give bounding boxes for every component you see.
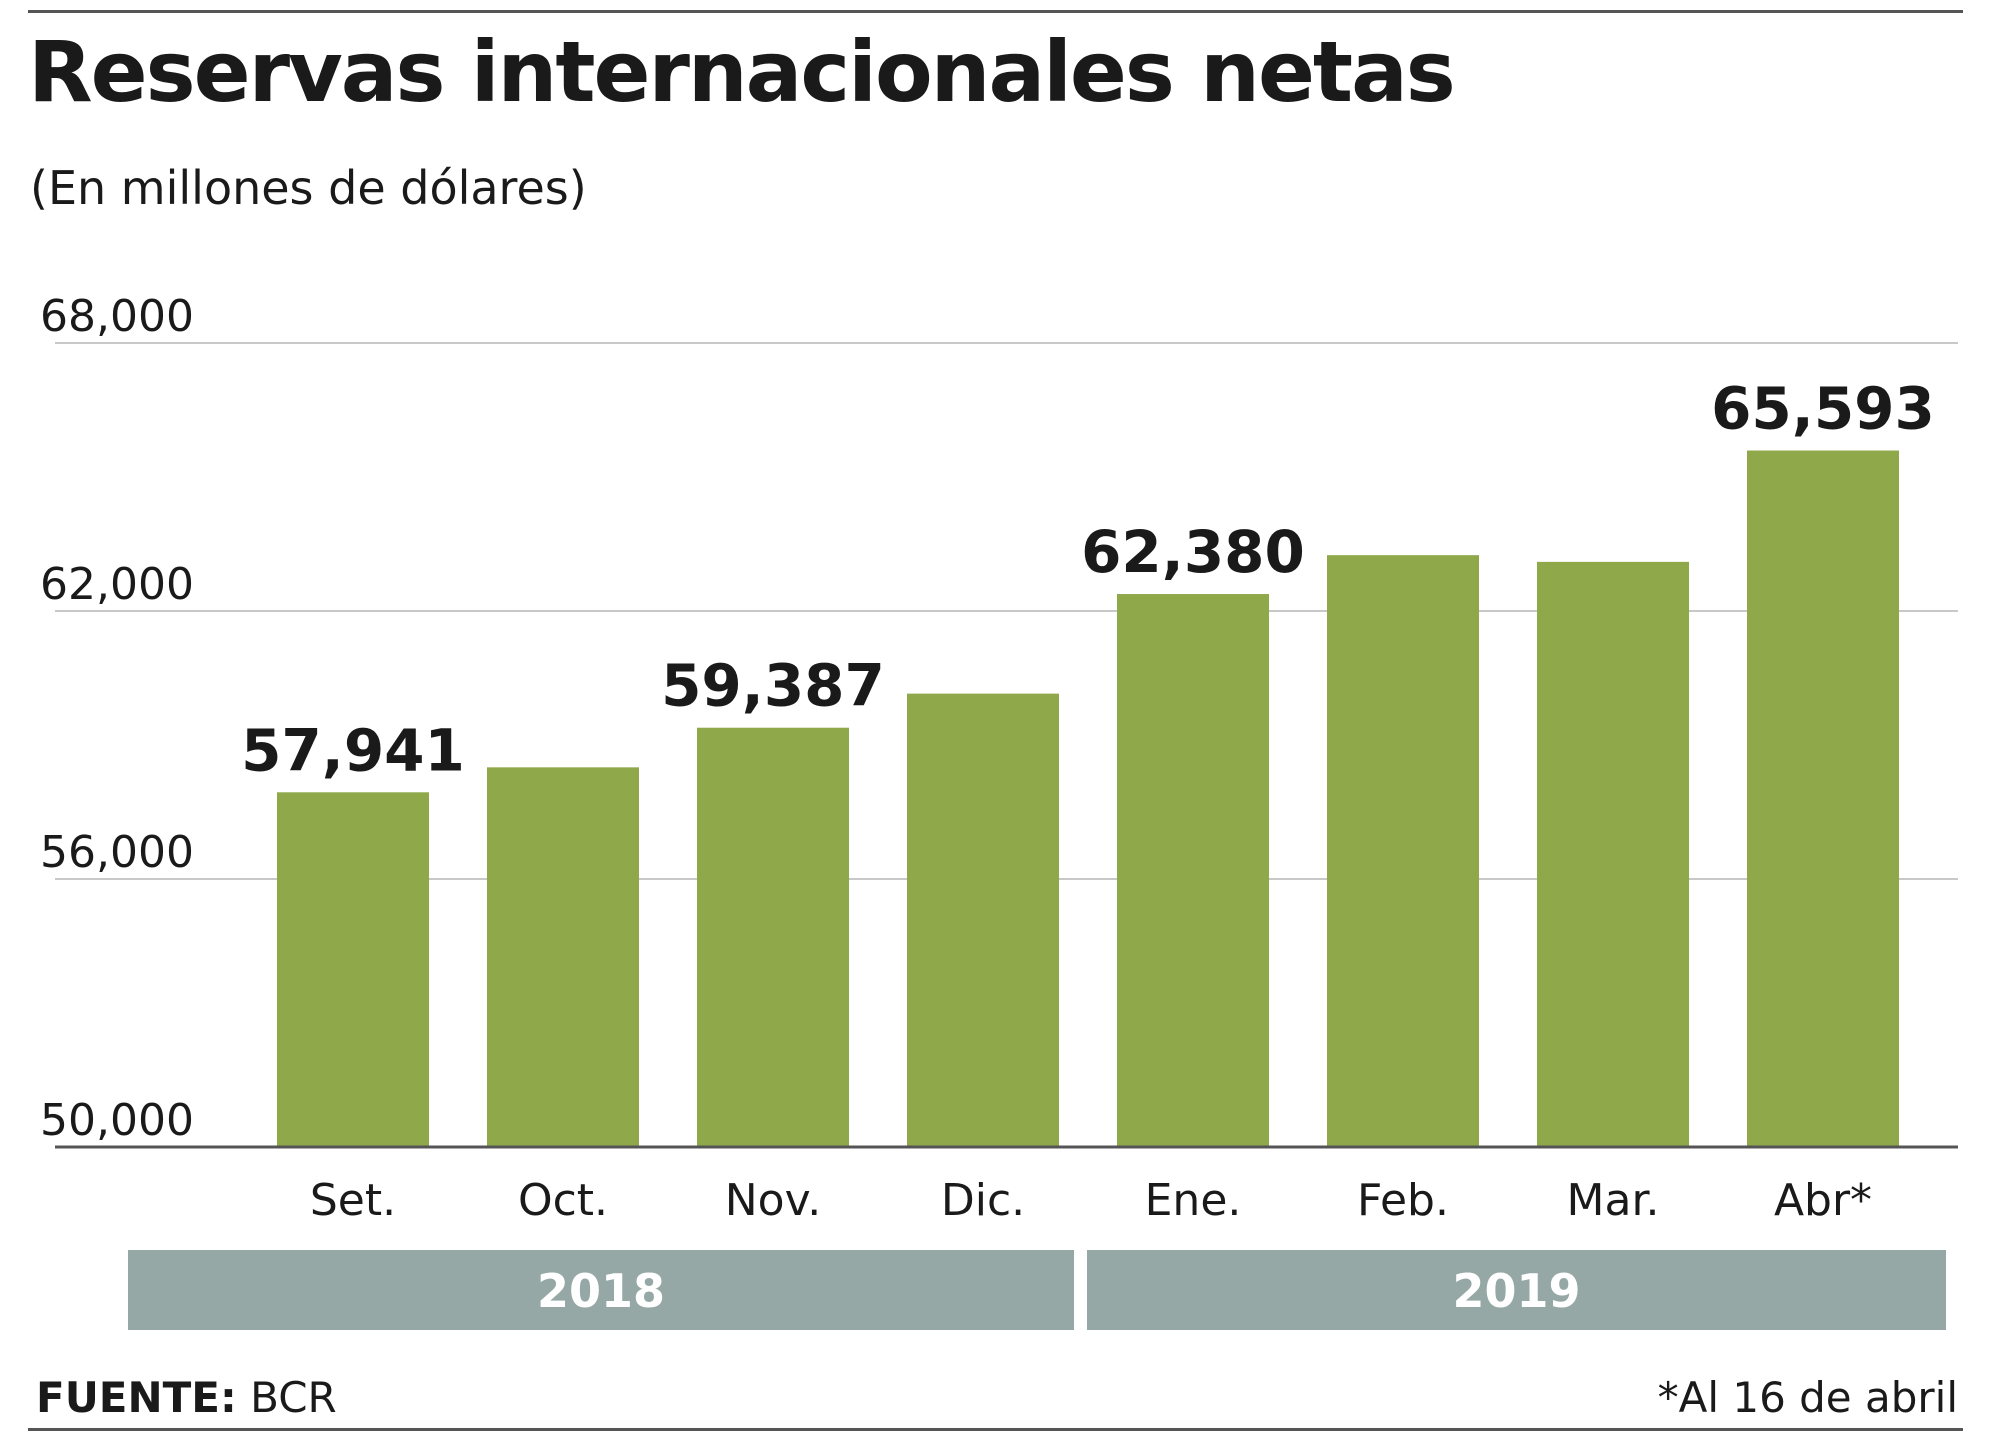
bar [907,693,1059,1147]
y-tick-label: 50,000 [40,1095,194,1146]
x-tick-label: Oct. [518,1175,608,1226]
x-tick-label: Mar. [1567,1175,1660,1226]
data-label: 62,380 [1081,518,1305,586]
bar [1117,594,1269,1147]
y-tick-label: 56,000 [40,827,194,878]
bar [1327,555,1479,1147]
bar [1537,561,1689,1147]
y-tick-label: 62,000 [40,559,194,610]
top-rule [28,10,1963,13]
year-label: 2019 [1452,1264,1580,1318]
bar [487,767,639,1147]
chart-title: Reservas internacionales netas [28,23,1456,121]
bar [1747,450,1899,1147]
source-value: BCR [250,1373,337,1422]
year-label: 2018 [537,1264,665,1318]
data-label: 59,387 [661,652,885,720]
year-band [128,1250,1074,1330]
footnote: *Al 16 de abril [1657,1373,1958,1422]
bar-chart: 50,000 56,000 62,000 68,000 57,941 Set. Oct. 59… [40,291,1958,1330]
data-label: 65,593 [1711,375,1935,443]
x-tick-label: Nov. [725,1175,821,1226]
year-band [1087,1250,1946,1330]
chart-subtitle: (En millones de dólares) [30,161,587,215]
x-tick-label: Ene. [1145,1175,1242,1226]
x-tick-label: Dic. [941,1175,1025,1226]
source-label: FUENTE: [36,1373,237,1422]
bar [277,792,429,1147]
bottom-rule [28,1428,1963,1431]
data-label: 57,941 [241,716,465,784]
x-tick-label: Set. [310,1175,396,1226]
y-tick-label: 68,000 [40,291,194,342]
x-tick-label: Abr* [1774,1175,1872,1226]
x-tick-label: Feb. [1357,1175,1449,1226]
bar [697,727,849,1147]
source-line: FUENTE: BCR [36,1377,337,1419]
